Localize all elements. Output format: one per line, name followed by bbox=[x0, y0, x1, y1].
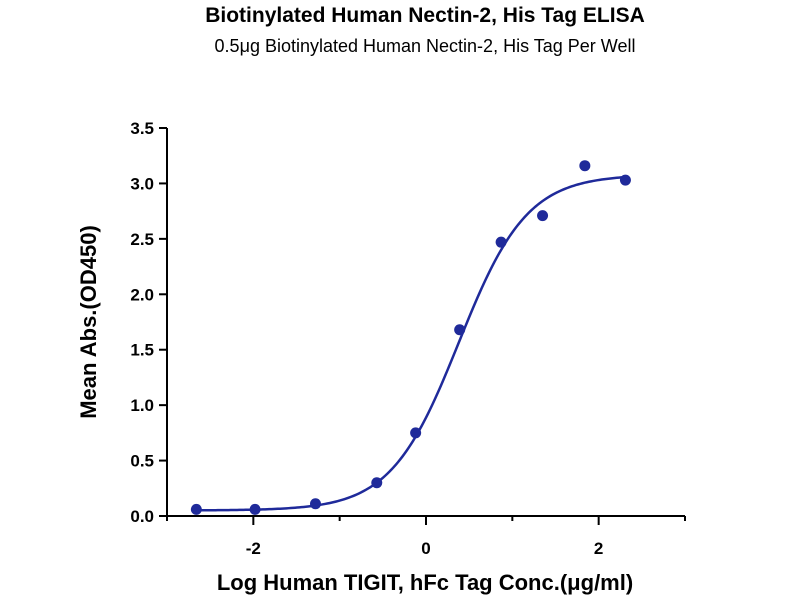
ticks: 0.0 0.5 1.0 1.5 2.0 2.5 3.0 3.5 -2 0 2 bbox=[130, 119, 686, 558]
data-point bbox=[249, 503, 261, 515]
y-tick-label: 3.0 bbox=[130, 174, 154, 193]
y-tick-label: 2.0 bbox=[130, 285, 154, 304]
data-point bbox=[190, 503, 202, 515]
data-point bbox=[309, 498, 321, 510]
data-point bbox=[537, 210, 549, 222]
data-point bbox=[579, 160, 591, 172]
fit-curve bbox=[196, 175, 626, 512]
fit-curve-group bbox=[196, 175, 626, 512]
chart-title: Biotinylated Human Nectin-2, His Tag ELI… bbox=[205, 4, 645, 27]
data-point bbox=[454, 324, 466, 336]
data-points bbox=[190, 160, 631, 515]
y-tick-label: 1.0 bbox=[130, 396, 154, 415]
data-point bbox=[495, 236, 507, 248]
y-tick-label: 3.5 bbox=[130, 119, 154, 138]
y-tick-label: 0.0 bbox=[130, 507, 154, 526]
y-tick-label: 1.5 bbox=[130, 341, 154, 360]
data-point bbox=[371, 477, 383, 489]
y-axis-title: Mean Abs.(OD450) bbox=[76, 225, 101, 419]
axes bbox=[166, 128, 685, 517]
y-tick-label: 0.5 bbox=[130, 452, 154, 471]
data-point bbox=[410, 427, 422, 439]
y-tick-label: 2.5 bbox=[130, 230, 154, 249]
x-tick-label: -2 bbox=[246, 539, 261, 558]
x-tick-label: 2 bbox=[594, 539, 603, 558]
data-point bbox=[619, 174, 631, 186]
x-axis-title: Log Human TIGIT, hFc Tag Conc.(μg/ml) bbox=[217, 570, 633, 595]
chart-subtitle: 0.5μg Biotinylated Human Nectin-2, His T… bbox=[214, 36, 636, 56]
x-tick-label: 0 bbox=[421, 539, 430, 558]
